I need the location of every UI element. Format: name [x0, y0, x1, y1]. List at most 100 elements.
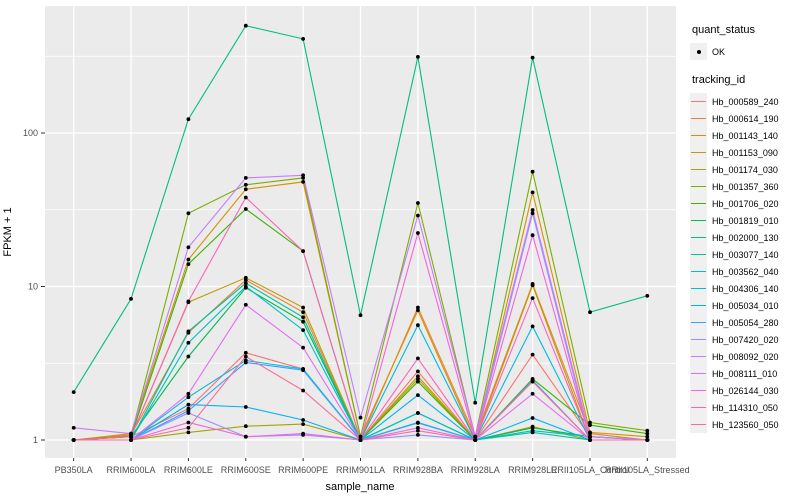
data-point: [186, 299, 191, 304]
data-point: [71, 425, 76, 430]
y-tick-label: 10: [28, 282, 38, 292]
legend-key-swatch: [690, 229, 707, 246]
data-point: [416, 305, 420, 310]
data-point: [186, 340, 191, 345]
data-point: [416, 213, 420, 218]
legend-key-swatch: [690, 127, 707, 144]
legend-item-Hb_123560_050[interactable]: Hb_123560_050: [690, 416, 800, 433]
legend-item-Hb_004306_140[interactable]: Hb_004306_140: [690, 280, 800, 297]
legend-key-swatch: [690, 382, 707, 399]
data-point: [588, 438, 592, 442]
legend-item-label: Hb_003562_040: [712, 266, 779, 277]
legend-item-ok[interactable]: OK: [690, 43, 800, 60]
data-point: [243, 405, 248, 409]
legend-item-Hb_001357_360[interactable]: Hb_001357_360: [690, 178, 800, 195]
legend-item-Hb_000589_240[interactable]: Hb_000589_240: [690, 93, 800, 110]
x-tick-label: RRIM928BA: [393, 465, 443, 475]
legend-item-label: Hb_005054_280: [712, 317, 779, 328]
legend-item-Hb_114310_050[interactable]: Hb_114310_050: [690, 399, 800, 416]
legend-item-Hb_001174_030[interactable]: Hb_001174_030: [690, 161, 800, 178]
legend-item-label: Hb_001357_360: [712, 181, 779, 192]
legend-key-swatch: [690, 110, 707, 127]
legend-item-Hb_003077_140[interactable]: Hb_003077_140: [690, 246, 800, 263]
legend-item-Hb_005034_010[interactable]: Hb_005034_010: [690, 297, 800, 314]
data-point: [186, 391, 191, 396]
legend-item-Hb_000614_190[interactable]: Hb_000614_190: [690, 110, 800, 127]
data-point: [301, 418, 305, 422]
data-point: [530, 233, 535, 238]
data-point: [186, 430, 191, 435]
data-point: [588, 423, 592, 427]
legend-item-label: Hb_001143_140: [712, 130, 778, 141]
data-point: [243, 424, 248, 429]
x-axis-title: sample_name: [325, 481, 395, 493]
legend-key-swatch: [690, 314, 707, 331]
legend-item-label: Hb_008092_020: [712, 351, 779, 362]
data-point: [243, 176, 248, 180]
data-point: [530, 428, 535, 433]
data-point: [301, 345, 305, 350]
data-point: [243, 434, 248, 439]
data-point: [186, 211, 191, 216]
legend-key-swatch: [690, 365, 707, 382]
data-point: [530, 211, 535, 216]
legend-item-Hb_026144_030[interactable]: Hb_026144_030: [690, 382, 800, 399]
data-point: [129, 297, 133, 301]
data-point: [243, 284, 248, 289]
data-point: [416, 356, 420, 361]
data-point: [588, 420, 592, 425]
data-point: [530, 352, 535, 357]
data-point: [416, 425, 420, 430]
data-point: [243, 195, 248, 200]
data-point: [243, 281, 248, 286]
legend-key-swatch: [690, 331, 707, 348]
legend-item-Hb_001706_020[interactable]: Hb_001706_020: [690, 195, 800, 212]
legend-key-swatch: [690, 178, 707, 195]
legend-item-label: Hb_000614_190: [712, 113, 779, 124]
data-point: [358, 415, 363, 420]
legend-item-Hb_007420_020[interactable]: Hb_007420_020: [690, 331, 800, 348]
data-point: [301, 315, 305, 320]
legend-item-Hb_008092_020[interactable]: Hb_008092_020: [690, 348, 800, 365]
y-axis-title: FPKM + 1: [2, 207, 14, 257]
data-point: [588, 430, 592, 435]
data-point: [301, 368, 305, 373]
legend-item-Hb_001819_010[interactable]: Hb_001819_010: [690, 212, 800, 229]
legend-item-Hb_002000_130[interactable]: Hb_002000_130: [690, 229, 800, 246]
data-point: [186, 262, 191, 266]
data-point: [530, 416, 535, 420]
legend: quant_status OK tracking_id Hb_000589_24…: [690, 24, 800, 433]
y-tick-label: 1: [33, 435, 38, 445]
data-point: [301, 319, 305, 324]
legend-item-Hb_001143_140[interactable]: Hb_001143_140: [690, 127, 800, 144]
data-point: [301, 173, 305, 178]
legend-item-Hb_008111_010[interactable]: Hb_008111_010: [690, 365, 800, 382]
legend-item-label: Hb_001153_090: [712, 147, 778, 158]
legend-key-swatch: [690, 263, 707, 280]
data-point: [243, 360, 248, 365]
data-point: [530, 208, 535, 212]
data-point: [71, 390, 76, 394]
legend-item-Hb_003562_040[interactable]: Hb_003562_040: [690, 263, 800, 280]
y-tick-label: 100: [23, 128, 38, 138]
data-point: [71, 438, 76, 442]
data-point: [301, 249, 305, 254]
legend-item-Hb_001153_090[interactable]: Hb_001153_090: [690, 144, 800, 161]
data-point: [530, 296, 535, 300]
legend-item-Hb_005054_280[interactable]: Hb_005054_280: [690, 314, 800, 331]
data-point: [301, 310, 305, 315]
legend-key-swatch: [690, 348, 707, 365]
legend-key-swatch: [690, 297, 707, 314]
data-point: [530, 169, 535, 174]
data-point: [645, 434, 650, 439]
x-tick-label: RRII105LA_Control: [551, 465, 629, 475]
data-point: [186, 425, 191, 430]
data-point: [530, 391, 535, 396]
legend-key-swatch: [690, 93, 707, 110]
legend-key-swatch: [690, 246, 707, 263]
data-point: [301, 305, 305, 310]
data-point: [129, 438, 133, 442]
data-point: [186, 420, 191, 425]
data-point: [186, 354, 191, 359]
